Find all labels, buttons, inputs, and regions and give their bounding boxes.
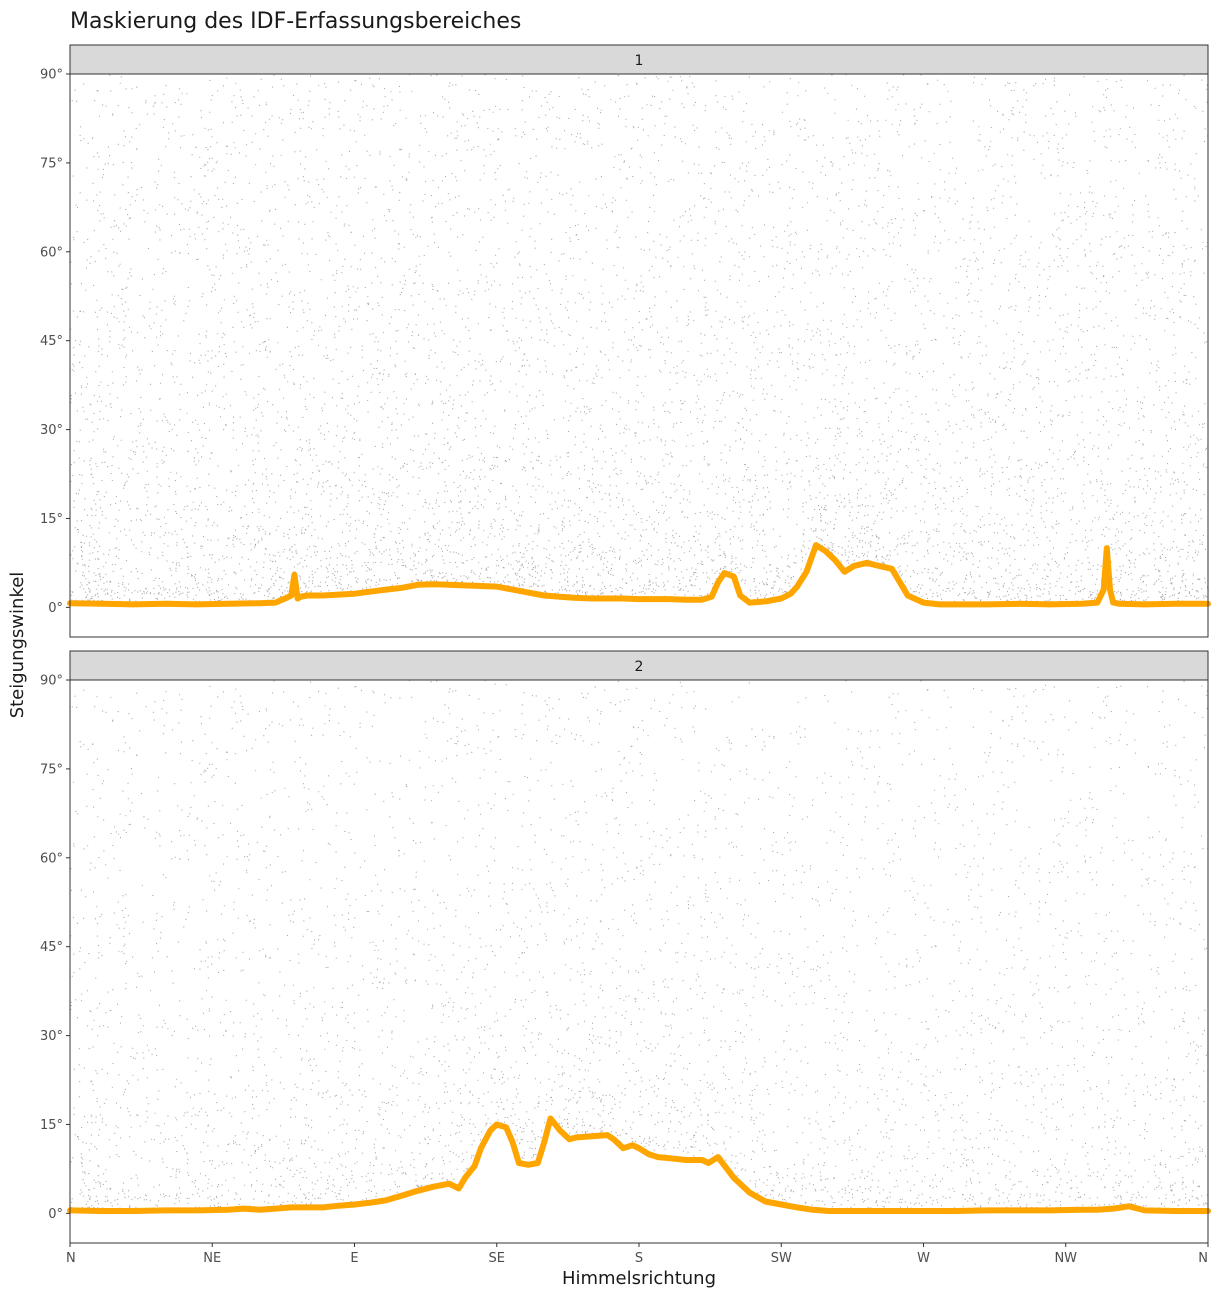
x-tick-label: S bbox=[635, 1251, 643, 1266]
panel-1-y-tick-label: 45° bbox=[40, 334, 63, 349]
x-tick-label: W bbox=[917, 1251, 930, 1266]
y-axis-label: Steigungswinkel bbox=[7, 572, 28, 719]
x-tick-label: SE bbox=[489, 1251, 505, 1266]
panel-1: 1 0° 15° 30° 45° 60° 75° 90° bbox=[40, 44, 1211, 638]
panel-1-strip bbox=[69, 44, 1209, 75]
panel-2-y-tick-label: 75° bbox=[40, 762, 63, 777]
x-tick-label: N bbox=[1198, 1251, 1208, 1266]
panel-1-y-tick-label: 0° bbox=[48, 601, 63, 616]
panel-2-y-tick-label: 90° bbox=[40, 674, 63, 689]
x-tick-label: N bbox=[66, 1251, 76, 1266]
panel-1-strip-label: 1 bbox=[635, 53, 644, 69]
panel-1-y-tick-label: 60° bbox=[40, 245, 63, 260]
x-axis: N NE E SE S SW W NW N bbox=[66, 1243, 1209, 1266]
panel-2-y-tick-label: 30° bbox=[40, 1029, 63, 1044]
panel-1-background bbox=[70, 74, 1208, 637]
x-tick-label: SW bbox=[771, 1251, 792, 1266]
x-tick-label: NW bbox=[1054, 1251, 1077, 1266]
panel-1-y-axis: 0° 15° 30° 45° 60° 75° 90° bbox=[40, 68, 70, 616]
panel-1-mask-line bbox=[67, 542, 1211, 608]
panel-2-y-tick-label: 0° bbox=[48, 1207, 63, 1222]
panel-2: 2 0° 15° 30° 45° 60° 75° 90° bbox=[40, 650, 1211, 1244]
x-axis-label: Himmelsrichtung bbox=[562, 1268, 716, 1289]
panel-1-y-tick-label: 75° bbox=[40, 156, 63, 171]
panel-1-y-tick-label: 15° bbox=[40, 512, 63, 527]
panel-2-strip-label: 2 bbox=[635, 659, 644, 675]
x-tick-label: NE bbox=[203, 1251, 221, 1266]
panel-2-background bbox=[70, 680, 1208, 1243]
panel-1-y-tick-label: 90° bbox=[40, 68, 63, 83]
panel-2-strip bbox=[69, 650, 1209, 681]
panel-2-y-axis: 0° 15° 30° 45° 60° 75° 90° bbox=[40, 674, 70, 1222]
panel-2-y-tick-label: 15° bbox=[40, 1118, 63, 1133]
panel-1-y-tick-label: 30° bbox=[40, 423, 63, 438]
panel-2-mask-line bbox=[67, 1115, 1211, 1214]
panel-2-y-tick-label: 45° bbox=[40, 940, 63, 955]
x-tick-label: E bbox=[350, 1251, 358, 1266]
panel-2-y-tick-label: 60° bbox=[40, 851, 63, 866]
chart-title: Maskierung des IDF-Erfassungsbereiches bbox=[70, 9, 521, 34]
